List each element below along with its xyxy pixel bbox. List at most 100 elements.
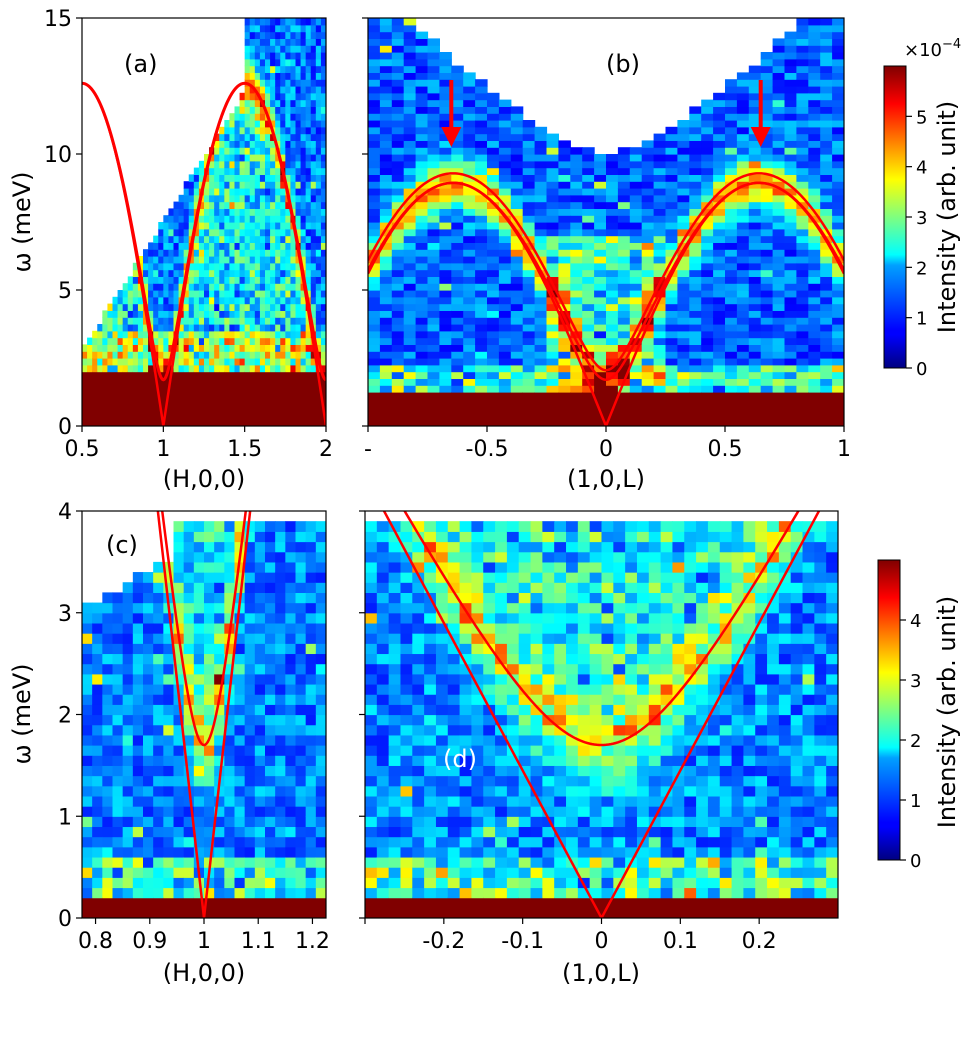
- heatmap-cell: [265, 235, 271, 243]
- heatmap-cell: [475, 351, 488, 359]
- heatmap-cell: [832, 126, 844, 135]
- heatmap-cell: [305, 694, 317, 705]
- heatmap-cell: [229, 296, 236, 305]
- heatmap-cell: [832, 242, 844, 250]
- heatmap-cell: [510, 405, 524, 413]
- heatmap-cell: [808, 201, 821, 209]
- heatmap-cell: [148, 290, 154, 298]
- heatmap-cell: [368, 24, 381, 33]
- heatmap-cell: [379, 412, 393, 420]
- heatmap-cell: [582, 249, 595, 257]
- heatmap-cell: [285, 622, 297, 634]
- heatmap-cell: [163, 612, 175, 624]
- heatmap-cell: [300, 385, 307, 393]
- heatmap-cell: [224, 351, 231, 359]
- heatmap-cell: [832, 106, 844, 114]
- heatmap-cell: [427, 310, 440, 318]
- heatmap-cell: [463, 392, 476, 400]
- heatmap-cell: [487, 276, 500, 284]
- heatmap-cell: [475, 344, 488, 352]
- heatmap-cell: [701, 405, 714, 413]
- heatmap-cell: [665, 378, 678, 386]
- heatmap-cell: [280, 303, 286, 311]
- heatmap-cell: [510, 167, 524, 175]
- heatmap-cell: [102, 745, 114, 756]
- heatmap-cell: [290, 276, 297, 284]
- heatmap-cell: [204, 806, 215, 817]
- heatmap-cell: [204, 201, 210, 209]
- heatmap-cell: [173, 663, 185, 675]
- heatmap-cell: [510, 276, 524, 284]
- heatmap-cell: [832, 38, 844, 46]
- heatmap-cell: [796, 208, 809, 216]
- heatmap-cell: [784, 310, 797, 318]
- heatmap-cell: [102, 310, 109, 318]
- heatmap-cell: [163, 262, 170, 271]
- heatmap-cell: [214, 364, 220, 373]
- heatmap-cell: [244, 351, 251, 359]
- heatmap-cell: [320, 317, 326, 325]
- heatmap-cell: [546, 419, 559, 426]
- heatmap-cell: [183, 633, 195, 644]
- heatmap-cell: [558, 262, 571, 271]
- heatmap-cell: [665, 330, 678, 339]
- heatmap-cell: [132, 704, 144, 716]
- heatmap-cell: [300, 412, 307, 420]
- heatmap-cell: [546, 405, 559, 413]
- heatmap-cell: [498, 194, 512, 203]
- heatmap-cell: [209, 167, 215, 175]
- heatmap-cell: [254, 58, 261, 67]
- heatmap-cell: [641, 378, 655, 386]
- heatmap-cell: [677, 120, 690, 128]
- heatmap-cell: [280, 126, 286, 135]
- y-tick-label: 5: [58, 279, 72, 304]
- heatmap-cell: [305, 775, 317, 787]
- heatmap-cell: [234, 201, 241, 209]
- heatmap-cell: [403, 215, 417, 223]
- heatmap-cell: [158, 317, 164, 325]
- heatmap-cell: [295, 228, 302, 237]
- heatmap-cell: [117, 290, 124, 298]
- heatmap-cell: [725, 317, 738, 325]
- heatmap-cell: [183, 351, 190, 359]
- heatmap-cell: [522, 181, 536, 189]
- heatmap-cell: [163, 215, 170, 223]
- heatmap-cell: [148, 364, 154, 373]
- heatmap-cell: [259, 92, 266, 101]
- heatmap-cell: [379, 120, 393, 128]
- heatmap-cell: [132, 867, 144, 878]
- heatmap-cell: [760, 290, 774, 298]
- heatmap-cell: [546, 276, 559, 284]
- heatmap-cell: [522, 167, 536, 175]
- heatmap-cell: [748, 222, 762, 230]
- heatmap-cell: [239, 419, 246, 426]
- heatmap-cell: [534, 201, 548, 209]
- heatmap-cell: [224, 208, 231, 216]
- heatmap-cell: [475, 283, 488, 291]
- heatmap-cell: [487, 208, 500, 216]
- heatmap-cell: [629, 262, 643, 271]
- heatmap-cell: [653, 330, 667, 339]
- heatmap-cell: [234, 167, 241, 175]
- heatmap-cell: [112, 653, 124, 665]
- heatmap-cell: [265, 531, 276, 543]
- heatmap-cell: [570, 269, 583, 277]
- heatmap-cell: [689, 201, 702, 209]
- heatmap-cell: [451, 167, 464, 175]
- heatmap-cell: [163, 358, 170, 366]
- heatmap-cell: [143, 897, 154, 909]
- heatmap-cell: [617, 208, 631, 216]
- heatmap-cell: [808, 188, 821, 196]
- heatmap-cell: [82, 344, 88, 352]
- heatmap-cell: [285, 877, 297, 889]
- heatmap-cell: [796, 147, 809, 155]
- heatmap-cell: [122, 290, 129, 298]
- heatmap-cell: [285, 72, 292, 80]
- heatmap-cell: [153, 816, 164, 828]
- heatmap-cell: [713, 337, 726, 345]
- heatmap-cell: [629, 167, 643, 175]
- heatmap-cell: [832, 364, 844, 373]
- heatmap-cell: [403, 79, 417, 87]
- heatmap-cell: [214, 371, 220, 379]
- heatmap-cell: [234, 856, 246, 868]
